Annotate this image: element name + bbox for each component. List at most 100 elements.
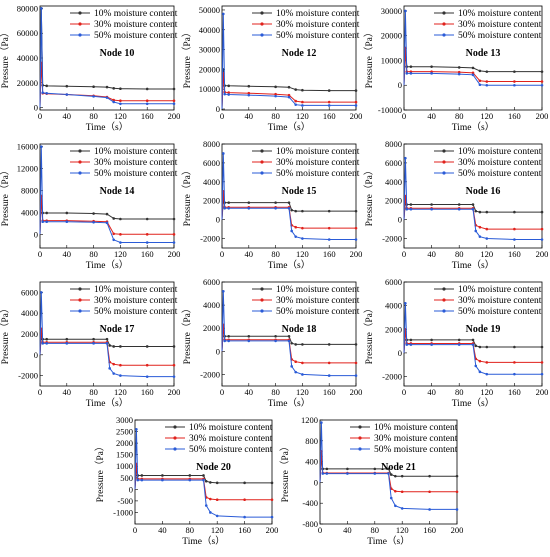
data-point (455, 474, 459, 478)
legend-marker (442, 11, 446, 15)
data-point (227, 335, 230, 338)
data-point (136, 478, 140, 482)
x-tick-label: 40 (427, 387, 436, 397)
y-axis-label: Pressure（Pa） (94, 442, 106, 503)
data-point (227, 201, 230, 204)
data-point (145, 233, 149, 236)
node-title: Node 17 (100, 324, 135, 335)
data-point (354, 100, 358, 104)
data-point (485, 361, 489, 364)
data-point (540, 372, 544, 376)
data-point (485, 70, 489, 73)
data-point (400, 474, 404, 478)
x-tick-label: 200 (168, 387, 181, 397)
plot-frame (39, 143, 175, 249)
legend-marker (442, 149, 446, 153)
x-tick-label: 160 (508, 111, 521, 121)
x-tick-label: 40 (343, 525, 352, 535)
x-tick-label: 40 (158, 525, 167, 535)
data-point (405, 207, 409, 211)
data-point (540, 361, 544, 364)
data-point (409, 207, 413, 211)
x-axis-label: Time（s） (182, 535, 224, 547)
data-point (105, 85, 109, 89)
data-point (430, 343, 433, 346)
data-point (290, 341, 293, 345)
series-line-2 (221, 73, 356, 110)
y-tick-label: 4000 (385, 301, 402, 311)
data-point (478, 210, 482, 214)
data-point (92, 342, 95, 345)
data-point (301, 343, 304, 346)
data-point (485, 237, 489, 240)
x-axis-label: Time（s） (367, 535, 409, 547)
series-line-2 (39, 62, 174, 108)
data-point (540, 238, 544, 241)
legend-marker (78, 160, 82, 164)
data-point (430, 72, 433, 75)
data-point (321, 472, 325, 475)
x-tick-label: 80 (371, 525, 380, 535)
data-point (243, 481, 246, 485)
y-tick-label: 2000 (21, 329, 38, 339)
chart-panel-6: 0 40 80 120 160 200 -2000 0 2000 4000 6000 8000 Time… (363, 138, 550, 276)
data-point (119, 99, 122, 103)
data-point (354, 343, 358, 346)
x-tick-label: 120 (480, 249, 493, 259)
x-tick-label: 200 (536, 249, 549, 259)
data-point (274, 201, 277, 204)
series-line-3 (403, 303, 542, 375)
x-tick-label: 40 (63, 249, 72, 259)
chart-panel-10: 0 40 80 120 160 200 -1000 -500 0 500 1000 1500 2000 2… (94, 414, 280, 552)
data-point (327, 89, 331, 92)
x-tick-label: 80 (271, 249, 280, 259)
data-point (294, 370, 297, 374)
chart-panel-7: 0 40 80 120 160 200 -2000 0 2000 4000 6000 Time（s） P… (0, 276, 182, 414)
chart-panel-5: 0 40 80 120 160 200 -2000 0 2000 4000 6000 8000 Time… (181, 138, 364, 276)
data-point (455, 508, 459, 511)
data-point (513, 372, 516, 376)
x-axis-label: Time（s） (86, 121, 128, 133)
node-title: Node 13 (466, 48, 501, 59)
x-tick-label: 160 (141, 387, 154, 397)
y-tick-label: -2000 (200, 234, 220, 244)
legend-label-3: 50% moisture content (276, 307, 360, 317)
x-tick-label: 160 (508, 249, 521, 259)
data-point (301, 104, 304, 107)
data-point (294, 360, 297, 364)
y-axis-label: Pressure（Pa） (363, 28, 375, 89)
data-point (270, 498, 274, 502)
chart-panel-2: 0 40 80 120 160 200 0 10000 20000 30000 40000 50000… (181, 0, 364, 138)
data-point (287, 201, 291, 204)
y-axis-label: Pressure（Pa） (0, 166, 11, 227)
y-tick-label: 4000 (203, 300, 220, 310)
data-point (92, 95, 95, 98)
legend-marker (78, 298, 82, 302)
data-point (301, 226, 304, 230)
y-tick-label: 400 (305, 457, 318, 467)
y-tick-label: 10000 (199, 84, 220, 94)
x-tick-label: 200 (266, 525, 279, 535)
data-point (45, 337, 48, 341)
data-point (294, 99, 297, 103)
chart-svg: 0 40 80 120 160 200 0 20000 40000 60000 80000 Time（… (0, 3, 180, 133)
x-tick-label: 80 (455, 111, 464, 121)
data-point (105, 342, 109, 345)
data-point (247, 93, 251, 97)
data-point (354, 89, 358, 92)
x-tick-label: 160 (238, 525, 251, 535)
legend-marker (173, 436, 177, 440)
y-tick-label: 10000 (381, 55, 402, 65)
data-point (223, 339, 226, 343)
data-point (247, 201, 251, 204)
x-tick-label: 0 (402, 249, 406, 259)
data-point (327, 209, 331, 213)
y-tick-label: -2000 (200, 369, 220, 379)
x-tick-label: 80 (271, 387, 280, 397)
data-point (430, 65, 433, 68)
legend-marker (358, 425, 362, 429)
data-point (287, 335, 291, 338)
x-tick-label: 120 (114, 111, 127, 121)
y-tick-label: 80000 (17, 3, 38, 13)
chart-svg: 0 40 80 120 160 200-1000-50005001000150020002… (94, 415, 279, 547)
